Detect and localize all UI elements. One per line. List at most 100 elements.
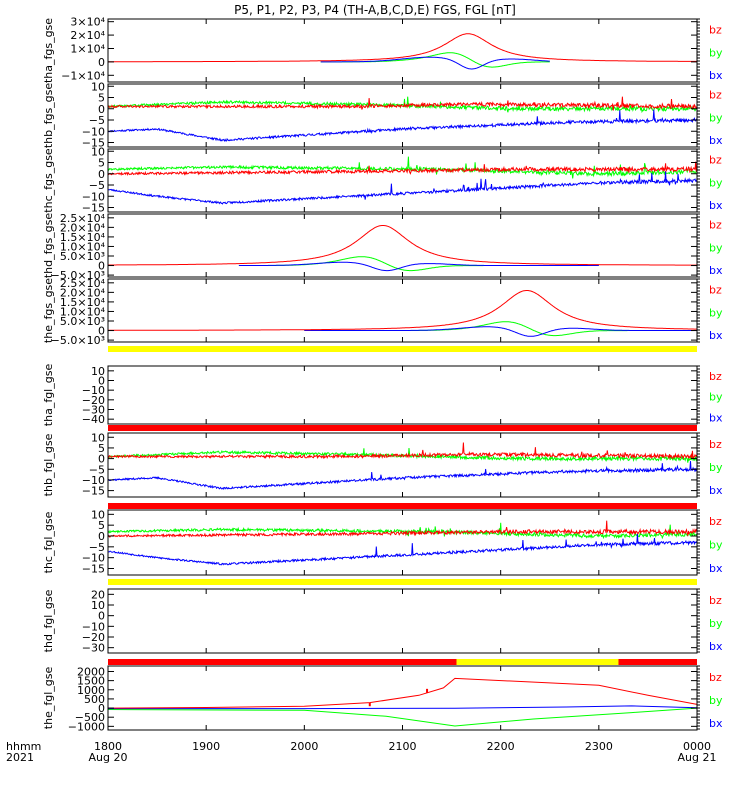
the_fgs_gse-ytick-label-6: −5.0×10³ xyxy=(51,334,105,347)
panel-the_fgs_gse: 2.5×10⁴2.0×10⁴1.5×10⁴1.0×10⁴5.0×10³0−5.0… xyxy=(42,277,723,347)
tha_fgl_gse-ylabel: tha_fgl_gse xyxy=(42,364,55,427)
thd_fgs_gse-bx-line xyxy=(238,261,599,272)
thc_fgs_gse-frame xyxy=(107,148,698,213)
thc_fgl_gse-legend-by: by xyxy=(709,538,723,551)
the_fgl_gse-legend-bx: bx xyxy=(709,717,723,730)
thb_fgl_gse-bx-line xyxy=(107,461,698,491)
thc_fgs_gse-legend-bx: bx xyxy=(709,199,723,212)
thc_fgs_gse-ytick-label-2: 0 xyxy=(98,168,105,181)
quality-flag-bar-0 xyxy=(108,346,697,352)
panel-tha_fgl_gse: 100−10−20−30−40 tha_fgl_gse bz by bx xyxy=(42,346,723,426)
thb_fgs_gse-by-line xyxy=(107,96,698,114)
thb_fgs_gse-bz-line xyxy=(107,96,698,111)
thc_fgs_gse-bx-line xyxy=(107,171,698,205)
the_fgs_gse-ytick-label-5: 0 xyxy=(98,325,105,338)
quality-flag-bar-2 xyxy=(618,659,697,665)
the_fgs_gse-legend-by: by xyxy=(709,306,723,319)
thd_fgs_gse-ytick-label-2: 1.5×10⁴ xyxy=(60,231,106,244)
thd_fgl_gse-legend-bx: bx xyxy=(709,640,723,653)
tha_fgl_gse-legend-by: by xyxy=(709,391,723,404)
thb_fgs_gse-legend-by: by xyxy=(709,111,723,124)
thc_fgl_gse-ylabel: thc_fgl_gse xyxy=(42,511,55,573)
tha_fgs_gse-legend-bz: bz xyxy=(709,24,722,37)
hhmm-label: hhmm xyxy=(6,740,41,753)
thd_fgs_gse-ytick-label-0: 2.5×10⁴ xyxy=(60,212,106,225)
thc_fgl_gse-ytick-label-5: −15 xyxy=(82,563,105,576)
thc_fgs_gse-bz-line xyxy=(107,161,698,176)
the_fgs_gse-ytick-label-0: 2.5×10⁴ xyxy=(60,277,106,290)
tha_fgs_gse-ytick-label-0: 3×10⁴ xyxy=(70,16,105,29)
x-tick-label-1900: 1900 xyxy=(192,740,220,753)
thb_fgs_gse-ytick-label-3: −5 xyxy=(89,114,105,127)
tha_fgs_gse-ytick-label-3: 0 xyxy=(98,56,105,69)
thd_fgl_gse-ytick-label-2: 0 xyxy=(98,610,105,623)
thb_fgs_gse-legend-bx: bx xyxy=(709,134,723,147)
the_fgl_gse-legend-bz: bz xyxy=(709,671,722,684)
thc_fgl_gse-ytick-label-3: −5 xyxy=(89,541,105,554)
the_fgs_gse-ytick-label-3: 1.0×10⁴ xyxy=(60,305,106,318)
tha_fgs_gse-ylabel: tha_fgs_gse xyxy=(42,18,55,83)
the_fgs_gse-frame xyxy=(107,278,698,343)
x-tick-label-2200: 2200 xyxy=(487,740,515,753)
thb_fgs_gse-ytick-label-2: 0 xyxy=(98,103,105,116)
tha_fgl_gse-ytick-label-5: −40 xyxy=(82,413,105,426)
thb_fgs_gse-bx-line xyxy=(107,109,698,142)
thb_fgl_gse-ytick-label-2: 0 xyxy=(98,453,105,466)
thc_fgs_gse-ytick-label-0: 10 xyxy=(91,145,105,158)
thd_fgs_gse-ytick-label-3: 1.0×10⁴ xyxy=(60,240,106,253)
year-label: 2021 xyxy=(6,751,34,764)
tha_fgl_gse-frame xyxy=(107,365,698,425)
the_fgl_gse-ytick-label-5: −500 xyxy=(75,711,105,724)
quality-flag-bar-1 xyxy=(456,659,619,665)
the_fgs_gse-legend-bx: bx xyxy=(709,329,723,342)
thd_fgl_gse-legend-bz: bz xyxy=(709,594,722,607)
thb_fgl_gse-ytick-label-1: 5 xyxy=(98,442,105,455)
the_fgl_gse-ytick-label-6: −1000 xyxy=(68,720,105,733)
thb_fgl_gse-legend-bz: bz xyxy=(709,438,722,451)
thb_fgl_gse-ytick-label-4: −10 xyxy=(82,474,105,487)
thc_fgl_gse-ytick-label-4: −10 xyxy=(82,552,105,565)
the_fgl_gse-ytick-label-2: 1000 xyxy=(77,684,105,697)
the_fgs_gse-ytick-label-1: 2.0×10⁴ xyxy=(60,286,106,299)
thc_fgs_gse-ytick-label-3: −5 xyxy=(89,179,105,192)
tha_fgl_gse-legend-bx: bx xyxy=(709,412,723,425)
thc_fgs_gse-ytick-label-4: −10 xyxy=(82,190,105,203)
quality-flag-bar-0 xyxy=(108,579,697,585)
thb_fgl_gse-ytick-label-0: 10 xyxy=(91,431,105,444)
x-tick-label-1800: 1800 xyxy=(94,740,122,753)
the_fgs_gse-bz-line xyxy=(108,290,697,331)
thd_fgl_gse-ytick-label-1: 10 xyxy=(91,599,105,612)
thc_fgs_gse-legend-bz: bz xyxy=(709,154,722,167)
thd_fgl_gse-ytick-label-4: −20 xyxy=(82,631,105,644)
x-tick-date-6: Aug 21 xyxy=(678,751,717,764)
the_fgs_gse-legend-bz: bz xyxy=(709,284,722,297)
thb_fgs_gse-ytick-label-1: 5 xyxy=(98,92,105,105)
thd_fgs_gse-ylabel: thd_fgs_gse xyxy=(42,213,55,279)
tha_fgs_gse-legend-by: by xyxy=(709,46,723,59)
thd_fgs_gse-ytick-label-4: 5.0×10³ xyxy=(60,250,105,263)
tha_fgl_gse-ytick-label-1: 0 xyxy=(98,375,105,388)
the_fgl_gse-bz-line xyxy=(107,677,698,709)
thd_fgl_gse-ylabel: thd_fgl_gse xyxy=(42,589,55,652)
thd_fgs_gse-legend-by: by xyxy=(709,241,723,254)
tha_fgs_gse-frame xyxy=(107,18,698,83)
the_fgs_gse-ytick-label-2: 1.5×10⁴ xyxy=(60,296,106,309)
thd_fgs_gse-ytick-label-1: 2.0×10⁴ xyxy=(60,221,106,234)
the_fgl_gse-ytick-label-3: 500 xyxy=(84,693,105,706)
x-tick-date-0: Aug 20 xyxy=(89,751,128,764)
thb_fgl_gse-legend-bx: bx xyxy=(709,484,723,497)
thc_fgl_gse-ytick-label-1: 5 xyxy=(98,519,105,532)
tha_fgs_gse-bx-line xyxy=(320,56,550,70)
thc_fgs_gse-ytick-label-5: −15 xyxy=(82,202,105,215)
tha_fgs_gse-legend-bx: bx xyxy=(709,69,723,82)
thb_fgl_gse-ytick-label-3: −5 xyxy=(89,463,105,476)
the_fgs_gse-ylabel: the_fgs_gse xyxy=(42,278,55,343)
thd_fgl_gse-ytick-label-5: −30 xyxy=(82,642,105,655)
thb_fgl_gse-bz-line xyxy=(107,442,698,460)
tha_fgl_gse-legend-bz: bz xyxy=(709,370,722,383)
